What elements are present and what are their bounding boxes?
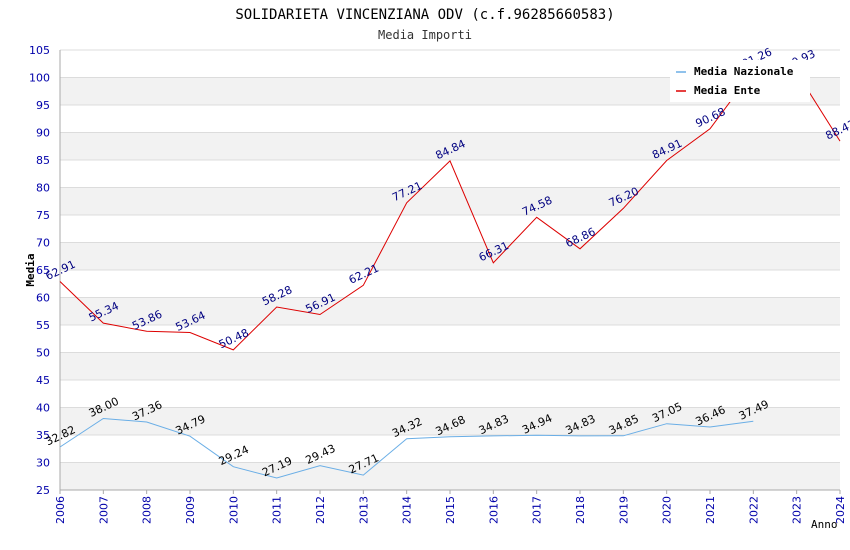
y-tick-label: 70 — [36, 237, 50, 250]
y-tick-label: 60 — [36, 292, 50, 305]
x-tick-label: 2015 — [444, 496, 457, 524]
x-tick-label: 2023 — [791, 496, 804, 524]
y-tick-label: 75 — [36, 209, 50, 222]
y-axis-ticks: 25 30 35 40 45 50 55 60 65 70 75 80 85 90 95 100 105 — [29, 44, 50, 497]
x-tick-label: 2007 — [97, 496, 110, 524]
grid-bands — [60, 77, 840, 490]
x-tick-label: 2016 — [487, 496, 500, 524]
x-axis-ticks: 2006 2007 2008 2009 2010 2011 2012 2013 2014 2015… — [54, 490, 847, 524]
grid-band — [60, 297, 840, 325]
y-tick-label: 45 — [36, 374, 50, 387]
y-tick-label: 95 — [36, 99, 50, 112]
legend: Media Nazionale Media Ente — [670, 60, 810, 102]
x-tick-label: 2011 — [271, 496, 284, 524]
x-tick-label: 2020 — [661, 496, 674, 524]
x-tick-label: 2012 — [314, 496, 327, 524]
chart-subtitle: Media Importi — [378, 28, 472, 42]
series-lines — [59, 70, 841, 479]
x-tick-label: 2013 — [357, 496, 370, 524]
y-tick-label: 65 — [36, 264, 50, 277]
y-tick-label: 35 — [36, 429, 50, 442]
y-tick-label: 105 — [29, 44, 50, 57]
y-tick-label: 80 — [36, 182, 50, 195]
grid-band — [60, 187, 840, 215]
data-label: 90.68 — [693, 105, 727, 130]
grid-band — [60, 352, 840, 380]
y-tick-label: 85 — [36, 154, 50, 167]
chart-title: SOLIDARIETA VINCENZIANA ODV (c.f.9628566… — [235, 7, 614, 23]
x-tick-label: 2019 — [617, 496, 630, 524]
x-tick-label: 2021 — [704, 496, 717, 524]
x-tick-label: 2006 — [54, 496, 67, 524]
y-tick-label: 55 — [36, 319, 50, 332]
x-tick-label: 2008 — [141, 496, 154, 524]
y-tick-label: 100 — [29, 72, 50, 85]
series-line-media-ente — [59, 70, 841, 351]
x-axis-label: Anno — [811, 518, 838, 531]
grid-band — [60, 407, 840, 435]
grid-band — [60, 462, 840, 490]
x-tick-label: 2009 — [184, 496, 197, 524]
y-tick-label: 50 — [36, 347, 50, 360]
y-tick-label: 30 — [36, 457, 50, 470]
legend-label-media-ente: Media Ente — [694, 84, 761, 97]
legend-box — [670, 60, 810, 102]
y-tick-label: 90 — [36, 127, 50, 140]
x-tick-label: 2017 — [531, 496, 544, 524]
series-line-media-nazionale — [59, 417, 754, 479]
y-tick-label: 40 — [36, 402, 50, 415]
x-tick-label: 2022 — [747, 496, 760, 524]
grid-band — [60, 132, 840, 160]
legend-label-media-nazionale: Media Nazionale — [694, 65, 794, 78]
y-tick-label: 25 — [36, 484, 50, 497]
x-tick-label: 2010 — [227, 496, 240, 524]
grid-band — [60, 242, 840, 270]
x-tick-label: 2014 — [401, 496, 414, 524]
data-label: 50.48 — [217, 326, 251, 351]
x-tick-label: 2018 — [574, 496, 587, 524]
y-axis-label: Media — [24, 253, 37, 286]
x-tick-label: 2024 — [834, 496, 847, 524]
